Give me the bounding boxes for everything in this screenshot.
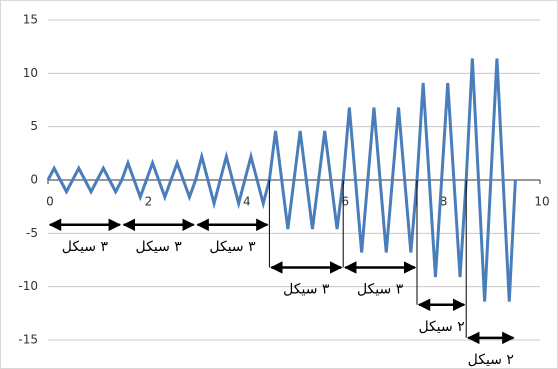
x-tick-label: 8 — [440, 195, 448, 209]
y-tick-label: 15 — [23, 13, 38, 27]
range-label: ۳ سیکل — [62, 239, 109, 255]
x-tick-label: 4 — [243, 195, 251, 209]
range-label: ۳ سیکل — [357, 281, 404, 297]
x-tick-label: 6 — [341, 195, 349, 209]
range-label: ۳ سیکل — [136, 239, 183, 255]
y-tick-label: 10 — [23, 66, 38, 80]
x-tick-label: 0 — [46, 195, 54, 209]
range-label: ۲ سیکل — [418, 319, 464, 335]
data-line — [46, 58, 517, 302]
y-tick-label: -5 — [26, 226, 38, 240]
y-tick-label: -15 — [18, 333, 38, 347]
range-label: ۳ سیکل — [283, 281, 330, 297]
x-tick-label: 10 — [534, 195, 549, 209]
y-tick-label: 5 — [30, 119, 38, 133]
y-tick-label: 0 — [30, 173, 38, 187]
range-label: ۲ سیکل — [468, 352, 514, 368]
x-tick-label: 2 — [145, 195, 153, 209]
y-tick-label: -10 — [18, 279, 38, 293]
range-label: ۳ سیکل — [209, 239, 256, 255]
